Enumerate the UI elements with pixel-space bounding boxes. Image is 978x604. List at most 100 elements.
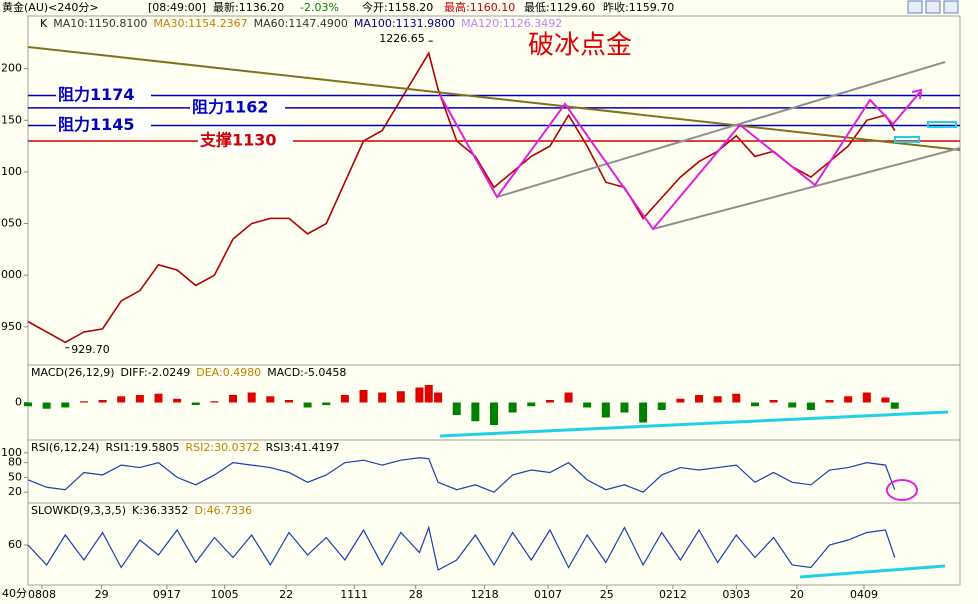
x-tick-label: 22 — [279, 588, 293, 601]
legend-entry: DEA:0.4980 — [196, 366, 261, 379]
level-label-bg — [56, 116, 151, 135]
macd-bar — [322, 402, 331, 405]
x-tick-label: 0808 — [28, 588, 56, 601]
legend-entry: MA120:1126.3492 — [461, 17, 562, 30]
macd-bar — [154, 393, 163, 403]
macd-bar — [750, 402, 759, 407]
x-tick-label: 0212 — [659, 588, 687, 601]
macd-bar — [508, 402, 517, 413]
y-tick-label: 100 — [1, 446, 22, 459]
macd-bar — [79, 401, 88, 403]
next-button[interactable] — [925, 0, 941, 14]
y-tick-label: 950 — [1, 320, 22, 333]
x-tick-label: 0917 — [153, 588, 181, 601]
level-label-bg — [56, 86, 151, 105]
rsi-circle — [886, 479, 918, 501]
macd-bar — [340, 395, 349, 403]
macd-bar — [229, 395, 238, 403]
legend-entry: MA100:1131.9800 — [354, 17, 455, 30]
macd-bar — [396, 391, 405, 403]
low: 最低:1129.60 — [524, 1, 595, 14]
macd-bar — [825, 400, 834, 403]
macd-bar — [135, 395, 144, 403]
prev-button[interactable] — [907, 0, 923, 14]
macd-bar — [545, 400, 554, 403]
channel-line — [652, 147, 961, 230]
macd-bar — [490, 402, 498, 425]
legend-entry: K:36.3352 — [132, 504, 188, 517]
annotation: 929.70 — [71, 343, 110, 356]
x-tick-label: 20 — [790, 588, 804, 601]
y-tick-label: 0 — [15, 396, 22, 409]
y-tick-label: 80 — [8, 456, 22, 469]
drawings — [27, 46, 961, 579]
legend-entry: K — [40, 17, 48, 30]
time: [08:49:00] — [148, 1, 206, 14]
macd-bar — [788, 402, 797, 408]
macd-bar — [676, 398, 685, 403]
macd-bar — [881, 397, 890, 403]
legend-entry: MA60:1147.4900 — [254, 17, 348, 30]
x-tick-label: 28 — [409, 588, 423, 601]
macd-bar — [620, 402, 629, 413]
y-tick-label: 1050 — [0, 217, 22, 230]
macd-bar — [173, 398, 182, 403]
prev-close: 昨收:1159.70 — [603, 0, 674, 14]
y-tick-label: 1150 — [0, 113, 22, 126]
legend-entry: MA30:1154.2367 — [153, 17, 247, 30]
legend-entry: SLOWKD(9,3,3,5) — [31, 504, 126, 517]
macd-bar — [266, 396, 275, 403]
legend-entry: MACD(26,12,9) — [31, 366, 115, 379]
macd-bar — [713, 396, 722, 403]
macd-bar — [284, 400, 293, 403]
y-tick-label: 20 — [8, 485, 22, 498]
macd-bar — [601, 402, 610, 418]
trend-line — [27, 46, 961, 151]
y-tick-label: 60 — [8, 538, 22, 551]
macd-bar — [415, 387, 424, 403]
legend-entry: RSI2:30.0372 — [186, 441, 260, 454]
macd-bar — [527, 402, 536, 407]
macd-bar — [564, 392, 573, 403]
legend-entry: RSI(6,12,24) — [31, 441, 99, 454]
menu-button[interactable] — [943, 0, 959, 14]
high: 最高:1160.10 — [444, 0, 515, 14]
macd-bar — [806, 402, 815, 410]
plot: 0808 29 0917 1005 22 1111 28 1218 0107 25 0212 0303… — [0, 17, 960, 601]
y-tick-label: 1200 — [0, 62, 22, 75]
wave-arrow — [911, 88, 923, 100]
header: 黄金(AU)<240分> [08:49:00] 最新:1136.20 -2.03… — [2, 0, 959, 14]
macd-bar — [210, 401, 219, 403]
macd-bar — [452, 402, 461, 415]
macd-bar — [117, 396, 126, 403]
level-label: 支撑1130 — [199, 130, 277, 149]
legend-entry: DIFF:-2.0249 — [121, 366, 191, 379]
x-unit-label: 40分 — [2, 587, 27, 600]
change: -2.03% — [300, 1, 339, 14]
legend-entry: RSI3:41.4197 — [266, 441, 340, 454]
macd-bar — [378, 392, 387, 403]
macd-bar — [769, 400, 778, 403]
latest: 最新:1136.20 — [213, 0, 284, 14]
macd-bar — [424, 385, 433, 403]
symbol: 黄金(AU)<240分> — [2, 0, 99, 14]
macd-bar — [191, 402, 200, 405]
legend-entry: D:46.7336 — [194, 504, 252, 517]
legend-entry: MACD:-5.0458 — [267, 366, 346, 379]
macd-bar — [657, 402, 666, 410]
macd-bar — [890, 402, 899, 409]
macd-bar — [61, 402, 70, 408]
legend-entry: MA10:1150.8100 — [53, 17, 147, 30]
macd-bar — [434, 392, 443, 403]
open: 今开:1158.20 — [362, 0, 433, 14]
annotation: 1226.65 — [379, 32, 425, 45]
macd-bar — [359, 390, 368, 403]
legend-entry: RSI1:19.5805 — [105, 441, 179, 454]
macd-bar — [862, 392, 871, 403]
level-label: 阻力1174 — [58, 85, 135, 104]
series-line — [27, 525, 896, 571]
chart-title: 破冰点金 — [528, 31, 632, 61]
level-label: 阻力1162 — [192, 97, 269, 116]
level-label: 阻力1145 — [58, 115, 135, 134]
y-tick-label: 50 — [8, 470, 22, 483]
